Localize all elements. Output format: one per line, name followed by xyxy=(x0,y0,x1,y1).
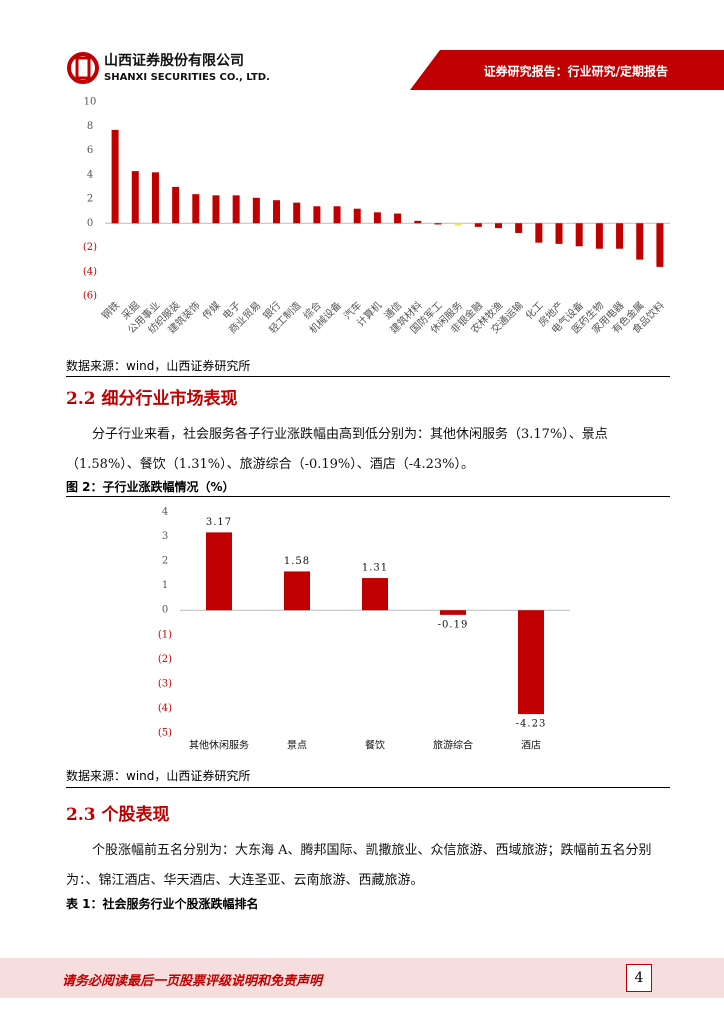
bar xyxy=(494,223,502,229)
bar xyxy=(232,195,240,224)
y-tick-label: 4 xyxy=(162,507,168,518)
x-tick-label: 酒店 xyxy=(521,739,541,752)
y-tick-label: (5) xyxy=(158,728,172,739)
table-caption: 表 1：社会服务行业个股涨跌幅排名 xyxy=(66,897,259,911)
page-number: 4 xyxy=(626,964,652,992)
y-tick-label: 6 xyxy=(87,145,93,156)
bar xyxy=(440,610,466,615)
value-label: -0.19 xyxy=(438,619,469,630)
logo-inner xyxy=(75,56,91,80)
bar xyxy=(252,197,260,224)
y-tick-label: 3 xyxy=(162,531,168,542)
company-name-en: SHANXI SECURITIES CO., LTD. xyxy=(104,72,270,83)
bar xyxy=(555,223,563,244)
source: 数据来源：wind，山西证券研究所 xyxy=(66,359,251,373)
footer-band xyxy=(0,958,724,998)
bar xyxy=(151,172,159,224)
bar xyxy=(656,223,664,267)
bar xyxy=(273,200,281,224)
bar xyxy=(111,129,119,224)
value-label: 1.58 xyxy=(284,556,310,567)
bar xyxy=(575,223,583,247)
bar xyxy=(394,213,402,224)
x-tick-label: 餐饮 xyxy=(365,739,385,752)
chart-1: 1086420(2)(4)(6)钢铁采掘公用事业纺织服装建筑装饰传媒电子商业贸易… xyxy=(83,97,670,336)
chart-2: 4 3 2 1 0 (1) (2) (3) (4) (5) 其他休闲服务 3.17 景点 1.58 餐饮 1.… xyxy=(158,507,570,752)
bar xyxy=(518,610,544,715)
logo xyxy=(67,52,99,84)
bar xyxy=(454,223,462,226)
rule xyxy=(66,787,670,788)
value-label: 1.31 xyxy=(362,563,388,574)
bar xyxy=(131,171,139,224)
y-tick-label: 2 xyxy=(87,194,93,205)
rule xyxy=(66,496,670,497)
header: 山西证券股份有限公司 SHANXI SECURITIES CO., LTD. 证… xyxy=(67,50,724,90)
figure-caption: 图 2：子行业涨跌幅情况（%） xyxy=(66,480,235,494)
bar xyxy=(515,223,523,233)
bar xyxy=(535,223,543,243)
value-label: -4.23 xyxy=(516,719,547,730)
y-tick-label: 0 xyxy=(87,218,93,229)
value-label: 3.17 xyxy=(206,517,232,528)
bar xyxy=(353,208,361,224)
report-type: 证券研究报告：行业研究/定期报告 xyxy=(484,64,668,79)
disclaimer: 请务必阅读最后一页股票评级说明和免责声明 xyxy=(62,974,323,989)
bar xyxy=(636,223,644,260)
source: 数据来源：wind，山西证券研究所 xyxy=(66,769,251,783)
bar xyxy=(616,223,624,249)
x-tick-label: 钢铁 xyxy=(99,299,122,322)
y-tick-label: 1 xyxy=(162,580,168,591)
bar xyxy=(313,206,321,224)
section-heading: 2.2 细分行业市场表现 xyxy=(66,389,238,409)
y-tick-label: 0 xyxy=(162,605,168,616)
bar xyxy=(362,578,388,611)
x-tick-label: 景点 xyxy=(287,740,307,752)
y-tick-label: 4 xyxy=(87,169,93,180)
y-tick-label: (4) xyxy=(158,703,172,714)
y-tick-label: (2) xyxy=(158,654,172,665)
bar xyxy=(206,532,232,611)
x-tick-label: 旅游综合 xyxy=(433,739,473,752)
bar xyxy=(192,194,200,224)
y-tick-label: 2 xyxy=(162,556,168,567)
bar xyxy=(212,195,220,224)
header-banner xyxy=(410,50,724,90)
bar xyxy=(595,223,603,249)
bar xyxy=(172,186,180,224)
bar xyxy=(414,220,422,224)
y-tick-label: (4) xyxy=(83,266,97,277)
bar xyxy=(434,223,442,225)
bar xyxy=(373,212,381,224)
y-tick-label: (3) xyxy=(158,678,172,689)
x-tick-label: 传媒 xyxy=(200,299,223,322)
bar xyxy=(333,206,341,224)
x-tick-label: 其他休闲服务 xyxy=(189,739,249,752)
y-tick-label: 8 xyxy=(87,121,93,132)
y-tick-label: (1) xyxy=(158,629,172,640)
section-heading: 2.3 个股表现 xyxy=(66,805,170,825)
paragraph: 分子行业来看，社会服务各子行业涨跌幅由高到低分别为：其他休闲服务（3.17%）、… xyxy=(66,427,608,472)
y-tick-label: 10 xyxy=(84,97,97,108)
bar xyxy=(284,571,310,611)
company-name: 山西证券股份有限公司 xyxy=(104,52,244,69)
paragraph: 个股涨幅前五名分别为：大东海 A、腾邦国际、凯撒旅业、众信旅游、西域旅游；跌幅前… xyxy=(66,843,652,888)
y-tick-label: (6) xyxy=(83,291,97,302)
bar xyxy=(293,202,301,224)
rule xyxy=(66,376,670,377)
bar xyxy=(474,223,482,227)
y-tick-label: (2) xyxy=(83,242,97,253)
